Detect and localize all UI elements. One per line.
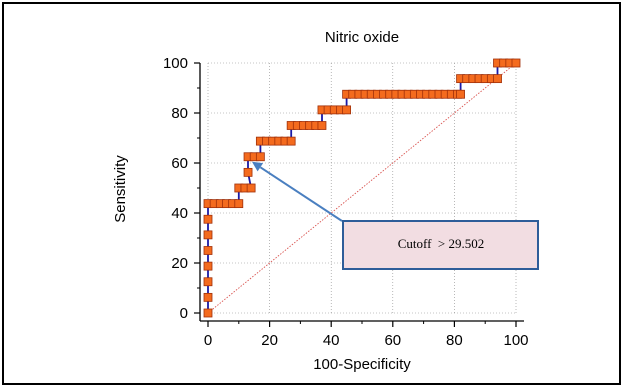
chart-frame: Nitric oxide Sensitivity 100-Specificity… [2, 2, 621, 385]
roc-point [203, 214, 213, 224]
y-tick-label: 20 [171, 255, 188, 272]
roc-point [234, 199, 244, 209]
roc-point [317, 121, 327, 130]
callout-text: Cutoff > 29.502 [398, 236, 485, 251]
y-tick-label: 80 [171, 105, 188, 122]
x-tick-label: 60 [384, 332, 401, 349]
roc-point [203, 246, 213, 255]
x-tick-label: 0 [204, 332, 212, 349]
y-tick-label: 60 [171, 155, 188, 172]
diagonal-line [207, 62, 517, 314]
roc-point [203, 230, 213, 240]
roc-point [203, 292, 213, 302]
y-axis-label: Sensitivity [112, 155, 129, 223]
y-tick-label: 0 [180, 305, 188, 322]
roc-point [493, 74, 502, 84]
roc-point [243, 167, 253, 177]
roc-point [203, 277, 213, 287]
roc-point [203, 308, 213, 318]
roc-markers [203, 58, 521, 318]
roc-chart: Nitric oxide Sensitivity 100-Specificity… [112, 29, 539, 373]
chart-title: Nitric oxide [325, 29, 399, 46]
x-axis-label: 100-Specificity [313, 356, 411, 373]
roc-point [456, 89, 465, 99]
callout-box [342, 220, 539, 270]
roc-point [203, 261, 213, 271]
axes [194, 62, 524, 327]
roc-point [286, 136, 296, 146]
y-tick-label: 40 [171, 205, 188, 222]
roc-point [255, 152, 265, 162]
roc-point [511, 58, 521, 68]
x-tick-label: 40 [323, 332, 340, 349]
tick-labels: 0 20 40 60 80 100 0 20 40 60 80 100 [163, 55, 529, 349]
cutoff-callout: Cutoff > 29.502 [252, 161, 539, 270]
x-tick-label: 20 [261, 332, 278, 349]
y-tick-label: 100 [163, 55, 188, 72]
x-tick-label: 80 [446, 332, 463, 349]
callout-arrowhead [252, 161, 264, 172]
x-tick-label: 100 [503, 332, 528, 349]
roc-point [246, 183, 256, 193]
roc-point [342, 105, 352, 115]
callout-arrow [259, 166, 343, 222]
diagonal-reference [207, 62, 517, 314]
